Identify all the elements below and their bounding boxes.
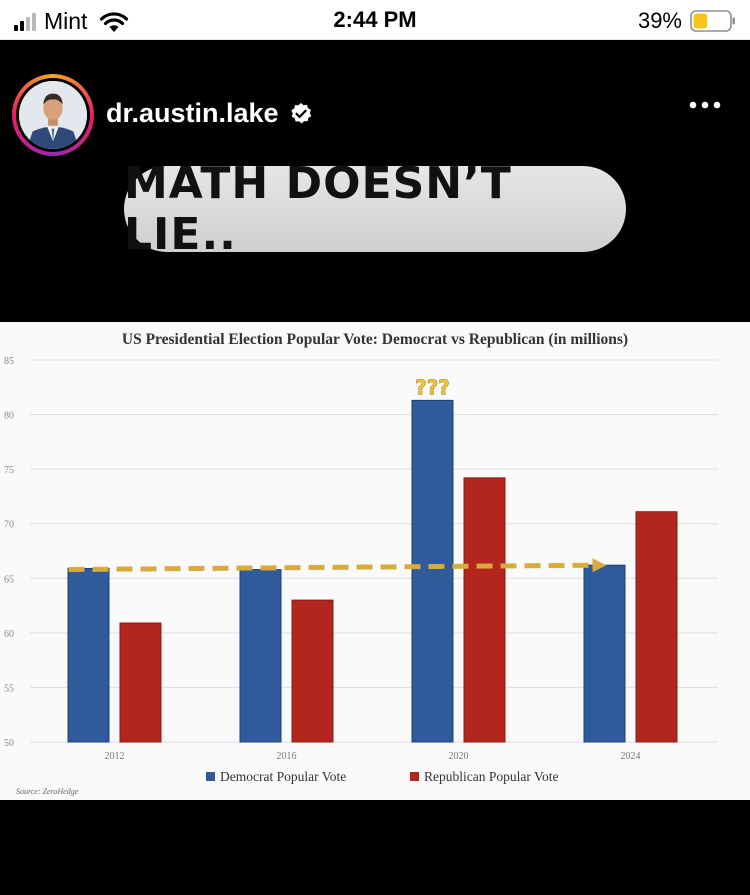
y-tick-label: 85 [4,356,14,367]
y-tick-label: 70 [4,520,14,531]
chart-panel: US Presidential Election Popular Vote: D… [0,322,750,800]
x-axis-ticks: 2012 2016 2020 2024 [105,751,641,762]
legend-label: Democrat Popular Vote [220,769,346,784]
avatar-icon [19,81,87,149]
more-icon[interactable] [688,100,722,110]
x-tick-label: 2024 [621,751,641,762]
status-right: 39% [638,8,736,34]
legend-swatch [410,772,419,781]
legend: Democrat Popular Vote Republican Popular … [206,769,559,784]
bar-democrat-2020 [411,399,454,743]
y-tick-label: 50 [4,738,14,749]
story-username[interactable]: dr.austin.lake [106,98,313,129]
bar-democrat-2016 [239,569,282,743]
battery-icon [690,10,735,32]
bar-republican-2024 [635,511,678,743]
avatar[interactable] [19,81,87,149]
status-left: Mint [14,8,129,35]
y-tick-label: 60 [4,629,14,640]
avatar-ring[interactable] [12,74,94,156]
annotation-question-marks: ??? [415,375,450,399]
x-tick-label: 2016 [277,751,297,762]
bars [67,399,678,743]
bar-republican-2016 [291,599,334,743]
signal-bar [32,12,36,31]
bar-democrat-2012 [67,567,110,743]
caption-bubble: MATH DOESN’T LIE.. [124,158,626,260]
source-note: Source: ZeroHedge [16,787,79,796]
signal-bar [20,20,24,31]
legend-label: Republican Popular Vote [424,769,559,784]
bar-republican-2012 [119,622,162,743]
battery-percent: 39% [637,8,682,33]
carrier-name: Mint [44,8,88,34]
signal-bar [14,24,18,31]
y-tick-label: 75 [4,465,14,476]
clock-time: 2:44 PM [333,7,417,32]
signal-icon [14,12,36,31]
arrow-icon [592,558,607,573]
status-bar: Mint 2:44 PM 39% [0,0,750,40]
y-tick-label: 65 [4,574,14,585]
username-text[interactable]: dr.austin.lake [106,98,279,128]
x-tick-label: 2012 [105,751,125,762]
story-header: dr.austin.lake [0,62,750,172]
signal-bar [26,16,30,31]
x-tick-label: 2020 [449,751,469,762]
trend-arrow: ??? [68,375,607,573]
bar-chart: US Presidential Election Popular Vote: D… [4,331,718,796]
bar-republican-2020 [463,477,506,743]
bar-democrat-2024 [583,564,626,743]
verified-icon [290,102,311,123]
legend-swatch [206,772,215,781]
trend-line [68,562,595,573]
wifi-icon [100,11,129,32]
y-tick-label: 55 [4,683,14,694]
chart-title: US Presidential Election Popular Vote: D… [122,331,628,348]
y-axis-ticks: 50 55 60 65 70 75 80 85 [4,356,14,749]
y-tick-label: 80 [4,411,14,422]
